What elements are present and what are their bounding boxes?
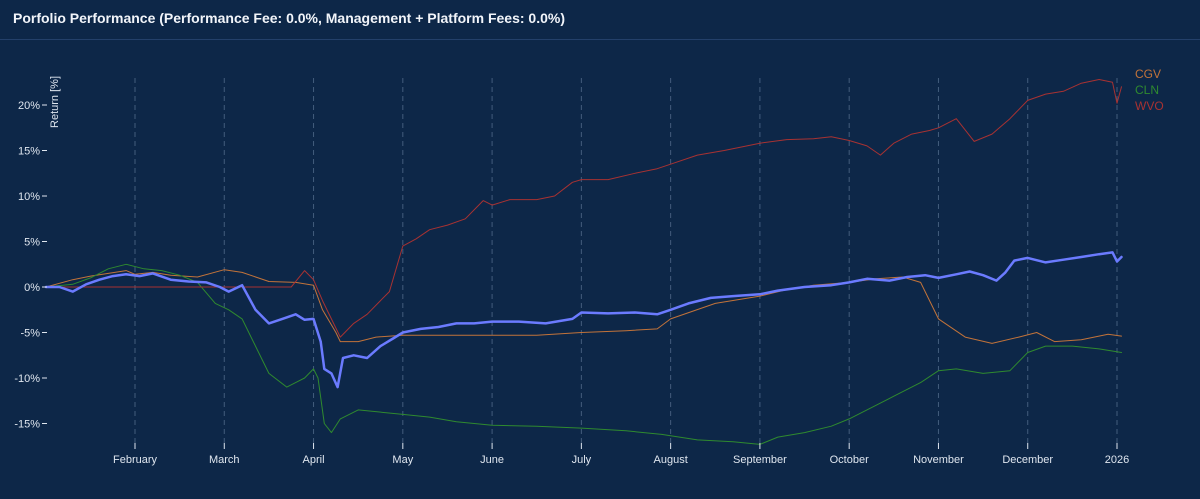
- y-tick-label-3: 5%: [24, 237, 40, 249]
- y-tick-label-5: -5%: [20, 328, 40, 340]
- x-tick-label-10: December: [1002, 454, 1053, 466]
- x-tick-label-7: September: [733, 454, 787, 466]
- x-tick-label-1: March: [209, 454, 240, 466]
- x-tick-label-6: August: [654, 454, 688, 466]
- x-tick-label-2: April: [303, 454, 325, 466]
- y-tick-label-6: -10%: [14, 373, 40, 385]
- y-tick-label-1: 15%: [18, 146, 40, 158]
- y-tick-label-2: 10%: [18, 191, 40, 203]
- legend-item-cgv[interactable]: CGV: [1135, 67, 1161, 81]
- x-tick-label-5: July: [572, 454, 592, 466]
- x-tick-label-4: June: [480, 454, 504, 466]
- x-tick-label-8: October: [830, 454, 869, 466]
- y-tick-label-4: 0%: [24, 282, 40, 294]
- header-bar: Porfolio Performance (Performance Fee: 0…: [0, 0, 1200, 40]
- x-tick-label-3: May: [392, 454, 413, 466]
- series-lines: [44, 79, 1123, 445]
- x-tick-label-11: 2026: [1105, 454, 1129, 466]
- series-line-cgv: [45, 269, 1122, 344]
- legend[interactable]: CGV CLN WVO: [1135, 67, 1164, 113]
- x-tick-label-0: February: [113, 454, 158, 466]
- series-line-portfolio: [44, 251, 1123, 389]
- series-line-wvo: [45, 79, 1122, 338]
- grid-lines: [134, 78, 1118, 446]
- y-tick-label-7: -15%: [14, 419, 40, 431]
- legend-item-cln[interactable]: CLN: [1135, 83, 1159, 97]
- y-tick-label-0: 20%: [18, 100, 40, 112]
- series-line-cln: [45, 263, 1122, 445]
- x-tick-label-9: November: [913, 454, 964, 466]
- axes: February March April May June July August Septe…: [14, 76, 1129, 466]
- legend-item-wvo[interactable]: WVO: [1135, 99, 1164, 113]
- chart-title: Porfolio Performance (Performance Fee: 0…: [13, 10, 566, 26]
- y-axis-label: Return [%]: [49, 76, 61, 128]
